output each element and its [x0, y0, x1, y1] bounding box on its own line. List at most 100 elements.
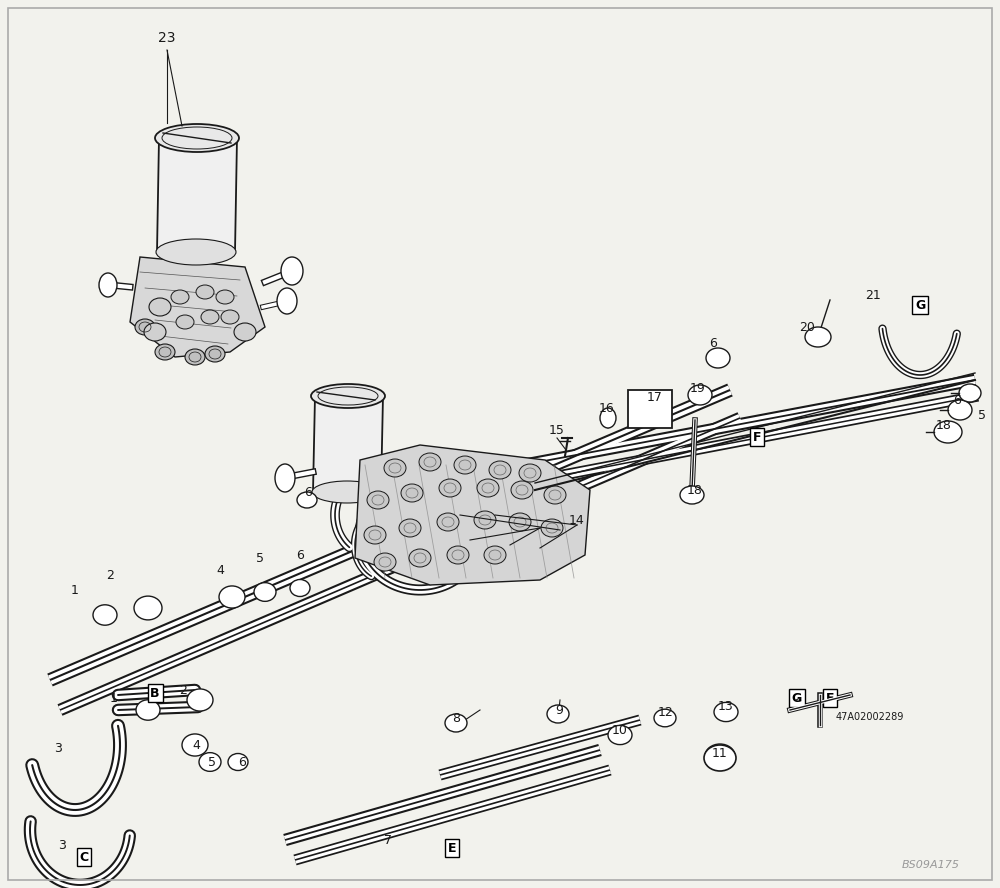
Ellipse shape: [155, 124, 239, 152]
Text: 1: 1: [110, 692, 118, 704]
Text: BS09A175: BS09A175: [902, 860, 960, 870]
Text: 3: 3: [58, 838, 66, 852]
Ellipse shape: [447, 546, 469, 564]
Ellipse shape: [608, 725, 632, 745]
Text: 10: 10: [612, 724, 628, 736]
Ellipse shape: [187, 689, 213, 711]
Ellipse shape: [934, 421, 962, 443]
Ellipse shape: [219, 586, 245, 608]
Text: 3: 3: [54, 741, 62, 755]
Text: 4: 4: [216, 564, 224, 576]
Ellipse shape: [959, 384, 981, 402]
Ellipse shape: [419, 453, 441, 471]
Text: 9: 9: [555, 703, 563, 717]
Text: G: G: [792, 692, 802, 704]
Ellipse shape: [312, 481, 382, 503]
Text: 47A02002289: 47A02002289: [836, 712, 904, 722]
Ellipse shape: [182, 734, 208, 756]
Ellipse shape: [297, 492, 317, 508]
Text: 23: 23: [158, 31, 176, 45]
Text: F: F: [753, 431, 761, 443]
Text: 6: 6: [238, 756, 246, 768]
Ellipse shape: [367, 491, 389, 509]
Text: 18: 18: [936, 418, 952, 432]
Ellipse shape: [254, 583, 276, 601]
Ellipse shape: [541, 519, 563, 537]
Text: 6: 6: [296, 549, 304, 561]
Text: 5: 5: [256, 551, 264, 565]
Text: F: F: [826, 692, 834, 704]
Ellipse shape: [948, 400, 972, 420]
Text: 15: 15: [549, 424, 565, 437]
Ellipse shape: [156, 239, 236, 265]
Ellipse shape: [201, 310, 219, 324]
Ellipse shape: [399, 519, 421, 537]
Text: 18: 18: [687, 483, 703, 496]
Text: 13: 13: [718, 700, 734, 712]
Ellipse shape: [509, 513, 531, 531]
Text: 4: 4: [192, 739, 200, 751]
Text: 1: 1: [71, 583, 79, 597]
Text: 5: 5: [208, 756, 216, 768]
Ellipse shape: [544, 486, 566, 504]
Bar: [628, 390, 672, 428]
Ellipse shape: [277, 288, 297, 314]
Ellipse shape: [706, 348, 730, 368]
Ellipse shape: [401, 484, 423, 502]
Polygon shape: [157, 138, 237, 252]
Text: 11: 11: [712, 747, 728, 759]
Ellipse shape: [688, 385, 712, 405]
Ellipse shape: [680, 486, 704, 504]
Text: 2: 2: [106, 568, 114, 582]
Ellipse shape: [654, 710, 676, 726]
Text: 19: 19: [690, 382, 706, 394]
Ellipse shape: [281, 257, 303, 285]
Ellipse shape: [437, 513, 459, 531]
Ellipse shape: [135, 319, 155, 335]
Ellipse shape: [409, 549, 431, 567]
Polygon shape: [355, 445, 590, 585]
Ellipse shape: [221, 310, 239, 324]
Text: C: C: [79, 851, 89, 863]
Ellipse shape: [547, 705, 569, 723]
Text: 6: 6: [953, 393, 961, 407]
Ellipse shape: [445, 714, 467, 732]
Ellipse shape: [477, 479, 499, 497]
Text: 17: 17: [647, 391, 663, 403]
Text: 21: 21: [865, 289, 881, 302]
Ellipse shape: [93, 605, 117, 625]
Text: 16: 16: [599, 401, 615, 415]
Ellipse shape: [136, 700, 160, 720]
Ellipse shape: [454, 456, 476, 474]
Text: 7: 7: [384, 834, 392, 846]
Ellipse shape: [600, 408, 616, 428]
Text: B: B: [150, 686, 160, 700]
Ellipse shape: [275, 464, 295, 492]
Text: 2: 2: [179, 684, 187, 696]
Ellipse shape: [205, 346, 225, 362]
Ellipse shape: [311, 384, 385, 408]
Ellipse shape: [216, 290, 234, 304]
Ellipse shape: [199, 753, 221, 772]
Ellipse shape: [705, 744, 735, 768]
Text: 5: 5: [978, 408, 986, 422]
Text: 8: 8: [452, 711, 460, 725]
Ellipse shape: [234, 323, 256, 341]
Ellipse shape: [704, 745, 736, 771]
Text: 6: 6: [709, 337, 717, 350]
Ellipse shape: [155, 344, 175, 360]
Ellipse shape: [176, 315, 194, 329]
Text: 20: 20: [799, 321, 815, 334]
Ellipse shape: [489, 461, 511, 479]
Text: E: E: [448, 842, 456, 854]
Ellipse shape: [185, 349, 205, 365]
Ellipse shape: [99, 273, 117, 297]
Ellipse shape: [171, 290, 189, 304]
Ellipse shape: [374, 553, 396, 571]
Polygon shape: [130, 257, 265, 357]
Ellipse shape: [149, 298, 171, 316]
Text: 14: 14: [569, 513, 585, 527]
Ellipse shape: [474, 511, 496, 529]
Ellipse shape: [384, 459, 406, 477]
Ellipse shape: [144, 323, 166, 341]
